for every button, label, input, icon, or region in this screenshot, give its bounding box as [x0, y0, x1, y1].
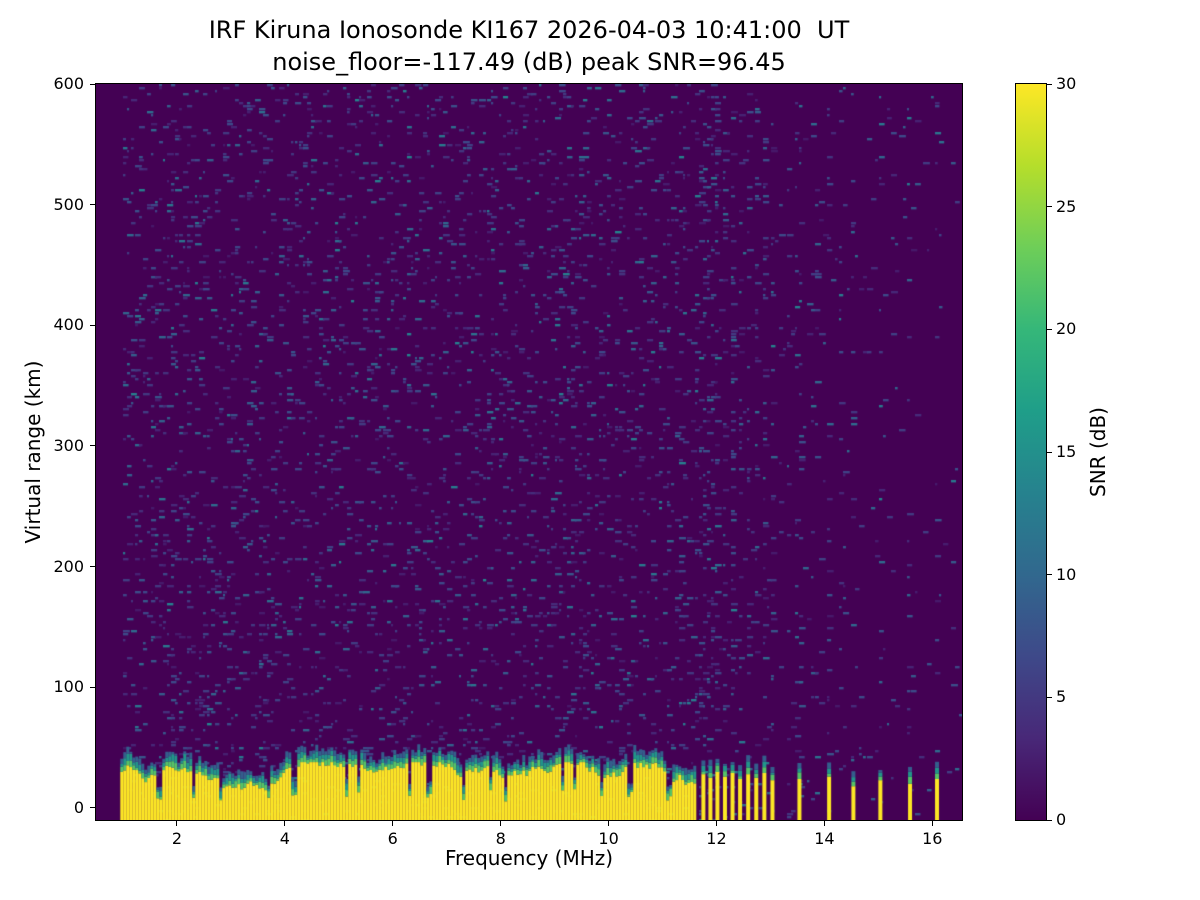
x-tick-label: 6 [387, 829, 398, 848]
colorbar-tick-mark [1047, 819, 1052, 821]
y-tick-label: 600 [53, 74, 84, 93]
x-tick-mark [500, 821, 502, 826]
chart-title-line1: IRF Kiruna Ionosonde KI167 2026-04-03 10… [208, 16, 850, 44]
colorbar-tick-mark [1047, 451, 1052, 453]
x-tick-label: 2 [171, 829, 183, 848]
colorbar-tick-mark [1047, 696, 1052, 698]
x-tick-label: 4 [279, 829, 290, 848]
colorbar-tick-mark [1047, 574, 1052, 576]
y-tick-mark [90, 686, 95, 688]
y-tick-mark [90, 445, 95, 447]
y-tick-mark [90, 566, 95, 568]
colorbar-tick-label: 0 [1056, 810, 1067, 829]
x-tick-mark [823, 821, 825, 826]
x-tick-mark [392, 821, 394, 826]
colorbar-tick-label: 25 [1056, 196, 1077, 216]
x-tick-label: 12 [706, 829, 727, 848]
colorbar-tick-mark [1047, 206, 1052, 208]
x-tick-mark [715, 821, 717, 826]
colorbar-tick-label: 30 [1056, 74, 1077, 93]
y-tick-mark [90, 83, 95, 85]
x-tick-label: 14 [814, 829, 835, 848]
colorbar-tick-label: 10 [1056, 564, 1077, 584]
x-tick-mark [284, 821, 286, 826]
colorbar-tick-label: 20 [1056, 319, 1077, 339]
chart-title-line2: noise_floor=-117.49 (dB) peak SNR=96.45 [272, 48, 786, 76]
x-tick-mark [608, 821, 610, 826]
y-tick-label: 0 [73, 797, 84, 817]
y-tick-mark [90, 204, 95, 206]
x-axis-label: Frequency (MHz) [444, 846, 614, 870]
y-tick-label: 500 [53, 194, 84, 214]
x-tick-mark [176, 821, 178, 826]
y-tick-label: 300 [53, 435, 84, 455]
x-tick-label: 16 [922, 829, 943, 848]
ionogram-heatmap [96, 84, 962, 820]
colorbar-tick-mark [1047, 83, 1052, 85]
colorbar-tick-mark [1047, 328, 1052, 330]
y-tick-label: 100 [53, 677, 84, 697]
colorbar-tick-label: 5 [1056, 687, 1067, 707]
x-tick-label: 8 [495, 829, 506, 848]
colorbar-gradient [1016, 84, 1046, 820]
y-tick-label: 200 [53, 556, 84, 576]
y-tick-mark [90, 324, 95, 326]
x-tick-label: 10 [598, 829, 619, 848]
y-tick-mark [90, 807, 95, 809]
y-tick-label: 400 [53, 315, 84, 335]
x-tick-mark [931, 821, 933, 826]
colorbar-tick-label: 15 [1056, 442, 1077, 461]
